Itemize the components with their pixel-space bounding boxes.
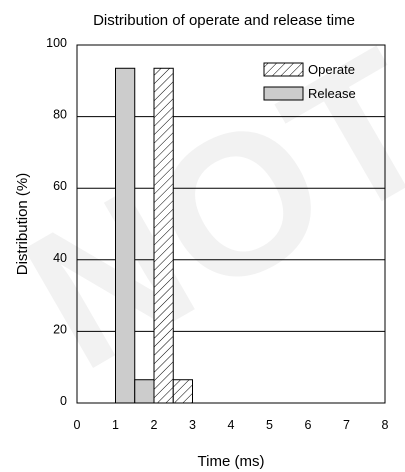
x-tick-label: 8 bbox=[382, 418, 389, 432]
x-tick-label: 0 bbox=[74, 418, 81, 432]
y-tick-label: 60 bbox=[53, 179, 67, 193]
legend-swatch-release bbox=[263, 86, 304, 101]
x-tick-label: 1 bbox=[112, 418, 119, 432]
y-tick-label: 80 bbox=[53, 108, 67, 122]
y-tick-label: 20 bbox=[53, 322, 67, 336]
x-tick-label: 5 bbox=[266, 418, 273, 432]
plot-area-frame bbox=[76, 44, 386, 404]
bar-operate-1 bbox=[172, 379, 193, 404]
legend-swatch-operate bbox=[263, 62, 304, 77]
legend: Operate Release bbox=[263, 62, 356, 101]
x-tick-label: 4 bbox=[228, 418, 235, 432]
chart-title: Distribution of operate and release time bbox=[93, 12, 355, 29]
y-tick-label: 100 bbox=[46, 36, 67, 50]
x-axis-ticks: 0 1 2 3 4 5 6 7 8 bbox=[74, 418, 389, 432]
bar-operate-0 bbox=[153, 67, 174, 404]
y-axis-label: Distribution (%) bbox=[14, 173, 31, 276]
x-tick-label: 3 bbox=[189, 418, 196, 432]
y-tick-label: 0 bbox=[60, 394, 67, 408]
x-tick-label: 6 bbox=[305, 418, 312, 432]
x-axis-label: Time (ms) bbox=[198, 453, 265, 470]
y-tick-label: 40 bbox=[53, 251, 67, 265]
y-axis-ticks: 0 20 40 60 80 100 bbox=[46, 36, 67, 408]
legend-label-operate: Operate bbox=[308, 62, 355, 77]
x-tick-label: 2 bbox=[151, 418, 158, 432]
bar-release-0 bbox=[115, 67, 136, 404]
legend-label-release: Release bbox=[308, 86, 356, 101]
bars bbox=[115, 67, 193, 404]
bar-release-1 bbox=[134, 379, 155, 404]
x-tick-label: 7 bbox=[343, 418, 350, 432]
